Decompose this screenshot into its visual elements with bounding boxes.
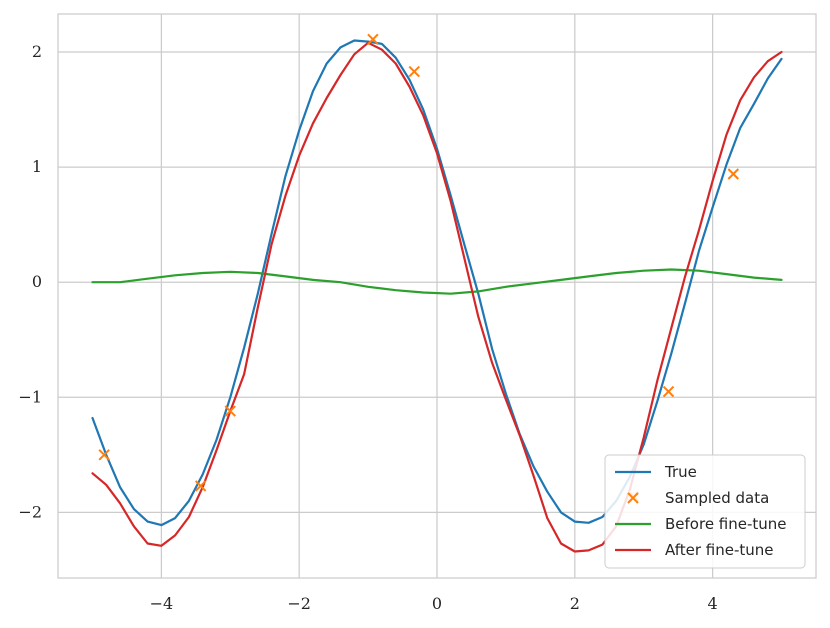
marker-stroke	[98, 449, 110, 461]
sampled-data-point	[367, 33, 379, 46]
legend-box	[604, 454, 806, 569]
y-tick-label: −2	[18, 502, 42, 521]
marker-stroke	[194, 480, 207, 492]
x-tick-label: 0	[432, 594, 442, 613]
legend-label-before-fine-tune: Before fine-tune	[665, 515, 787, 533]
marker-stroke	[727, 168, 740, 180]
true-line	[91, 39, 783, 527]
marker-stroke	[224, 405, 236, 417]
sampled-data-point	[727, 168, 740, 180]
sampled-data-point	[224, 405, 236, 417]
after-fine-tune-line	[91, 41, 783, 553]
legend-swatch-sampled-data	[627, 492, 639, 504]
legend: True Sampled data Before fine-tune After fi…	[604, 454, 806, 569]
sampled-data-point	[98, 449, 110, 461]
legend-label-after-fine-tune: After fine-tune	[665, 541, 774, 559]
tick-labels: −4 −2 0 2 4 −2 −1 0 1 2	[18, 42, 717, 613]
sampled-data-point	[194, 480, 207, 492]
y-tick-label: 2	[32, 42, 42, 61]
marker-stroke	[408, 65, 420, 78]
marker-stroke	[367, 33, 379, 46]
grid	[58, 14, 816, 578]
sampled-data-point	[662, 385, 675, 398]
y-tick-label: 0	[32, 272, 42, 291]
marker-stroke	[627, 492, 639, 504]
x-tick-label: −2	[287, 594, 311, 613]
sampled-data-point	[408, 65, 420, 78]
series	[91, 33, 783, 553]
before-fine-tune-line	[91, 268, 783, 295]
x-tick-label: −4	[150, 594, 174, 613]
legend-label-true: True	[664, 463, 697, 481]
legend-label-sampled-data: Sampled data	[665, 489, 769, 507]
plot-frame	[57, 13, 817, 579]
y-tick-label: −1	[18, 387, 42, 406]
marker-stroke	[662, 385, 675, 398]
y-tick-label: 1	[32, 157, 42, 176]
x-tick-label: 2	[570, 594, 580, 613]
x-tick-label: 4	[708, 594, 718, 613]
